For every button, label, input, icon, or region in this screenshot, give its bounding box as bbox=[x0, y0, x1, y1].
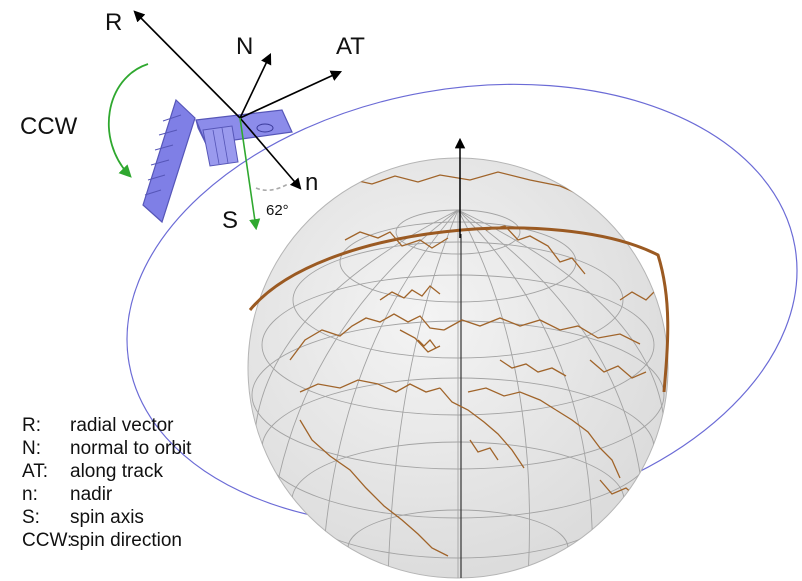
legend-desc: normal to orbit bbox=[70, 438, 192, 459]
label-R: R bbox=[105, 9, 122, 36]
coastlines bbox=[289, 171, 657, 557]
label-n: n bbox=[305, 169, 318, 196]
legend-row: N: normal to orbit bbox=[22, 437, 272, 460]
legend-row: CCW: spin direction bbox=[22, 529, 272, 552]
legend-key: N: bbox=[22, 438, 41, 459]
ccw-rotation-arrow bbox=[108, 63, 149, 178]
legend-key: AT: bbox=[22, 461, 49, 482]
radial-vector-arrow bbox=[133, 10, 241, 119]
solar-panel bbox=[142, 98, 196, 224]
nadir-vector-arrow bbox=[239, 117, 302, 190]
legend-key: S: bbox=[22, 507, 40, 528]
tilted-great-circle bbox=[248, 226, 670, 393]
label-S: S bbox=[222, 207, 238, 234]
legend-row: R: radial vector bbox=[22, 414, 272, 437]
angle-arc bbox=[255, 183, 289, 192]
legend-row: S: spin axis bbox=[22, 506, 272, 529]
along-track-vector-arrow bbox=[239, 70, 343, 119]
legend-key: n: bbox=[22, 484, 38, 505]
legend-desc: nadir bbox=[70, 484, 113, 505]
legend-row: AT: along track bbox=[22, 460, 272, 483]
legend-key: R: bbox=[22, 415, 41, 436]
earth-globe bbox=[247, 137, 670, 579]
legend-desc: radial vector bbox=[70, 415, 174, 436]
legend-desc: along track bbox=[70, 461, 163, 482]
label-AT: AT bbox=[336, 33, 365, 60]
spin-axis-arrow bbox=[239, 117, 261, 231]
legend-desc: spin direction bbox=[70, 530, 182, 551]
label-angle: 62° bbox=[266, 202, 289, 219]
legend-row: n: nadir bbox=[22, 483, 272, 506]
label-CCW: CCW bbox=[20, 113, 78, 140]
legend: R: radial vector N: normal to orbit AT: … bbox=[22, 414, 272, 552]
legend-key: CCW: bbox=[22, 530, 73, 551]
normal-vector-arrow bbox=[239, 52, 272, 119]
label-N: N bbox=[236, 33, 253, 60]
legend-desc: spin axis bbox=[70, 507, 144, 528]
satellite bbox=[142, 98, 293, 224]
